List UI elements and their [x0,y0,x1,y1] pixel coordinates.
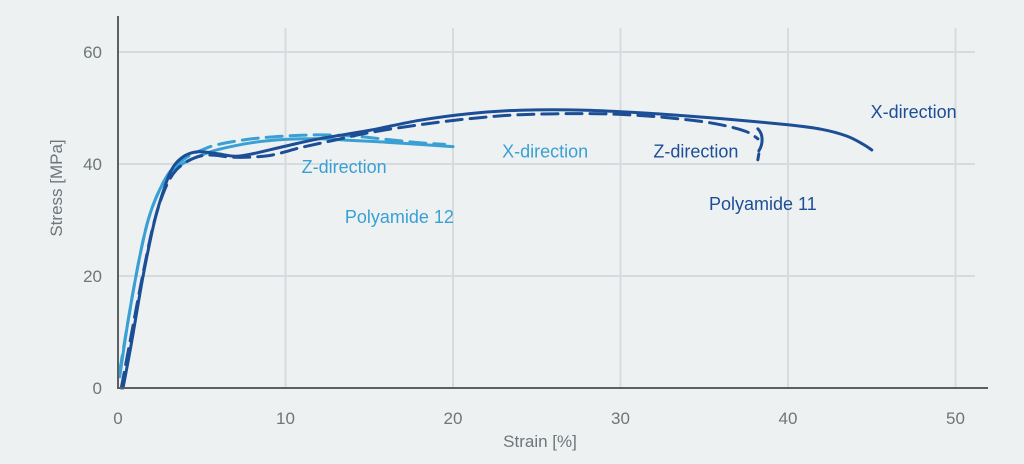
y-tick-label: 0 [93,379,102,398]
tick-labels: 0 10 20 30 40 50 0 20 40 60 [83,43,965,428]
x-tick-label: 20 [444,409,463,428]
x-tick-label: 40 [779,409,798,428]
axes [117,16,988,389]
grid-lines [118,28,975,388]
annotation-label: Polyamide 11 [709,194,817,214]
x-tick-label: 50 [946,409,965,428]
annotation-label: Polyamide 12 [345,207,454,227]
y-axis-label: Stress [MPa] [47,139,66,236]
series-end-mark [756,127,764,162]
x-tick-label: 30 [611,409,630,428]
y-tick-label: 60 [83,43,102,62]
data-series [118,108,874,390]
y-tick-label: 20 [83,267,102,286]
y-tick-label: 40 [83,155,102,174]
annotation-label: X-direction [871,102,957,122]
x-axis-label: Strain [%] [503,432,577,451]
series-line-polyamide-11-z-direction [119,112,760,390]
annotation-label: Z-direction [302,157,387,177]
series-line-polyamide-12-z-direction [118,133,447,373]
annotation-label: Z-direction [653,141,738,161]
annotations: X-direction Z-direction Polyamide 11 X-dire… [302,102,957,227]
x-tick-label: 10 [276,409,295,428]
annotation-label: X-direction [502,141,588,161]
x-tick-label: 0 [113,409,122,428]
